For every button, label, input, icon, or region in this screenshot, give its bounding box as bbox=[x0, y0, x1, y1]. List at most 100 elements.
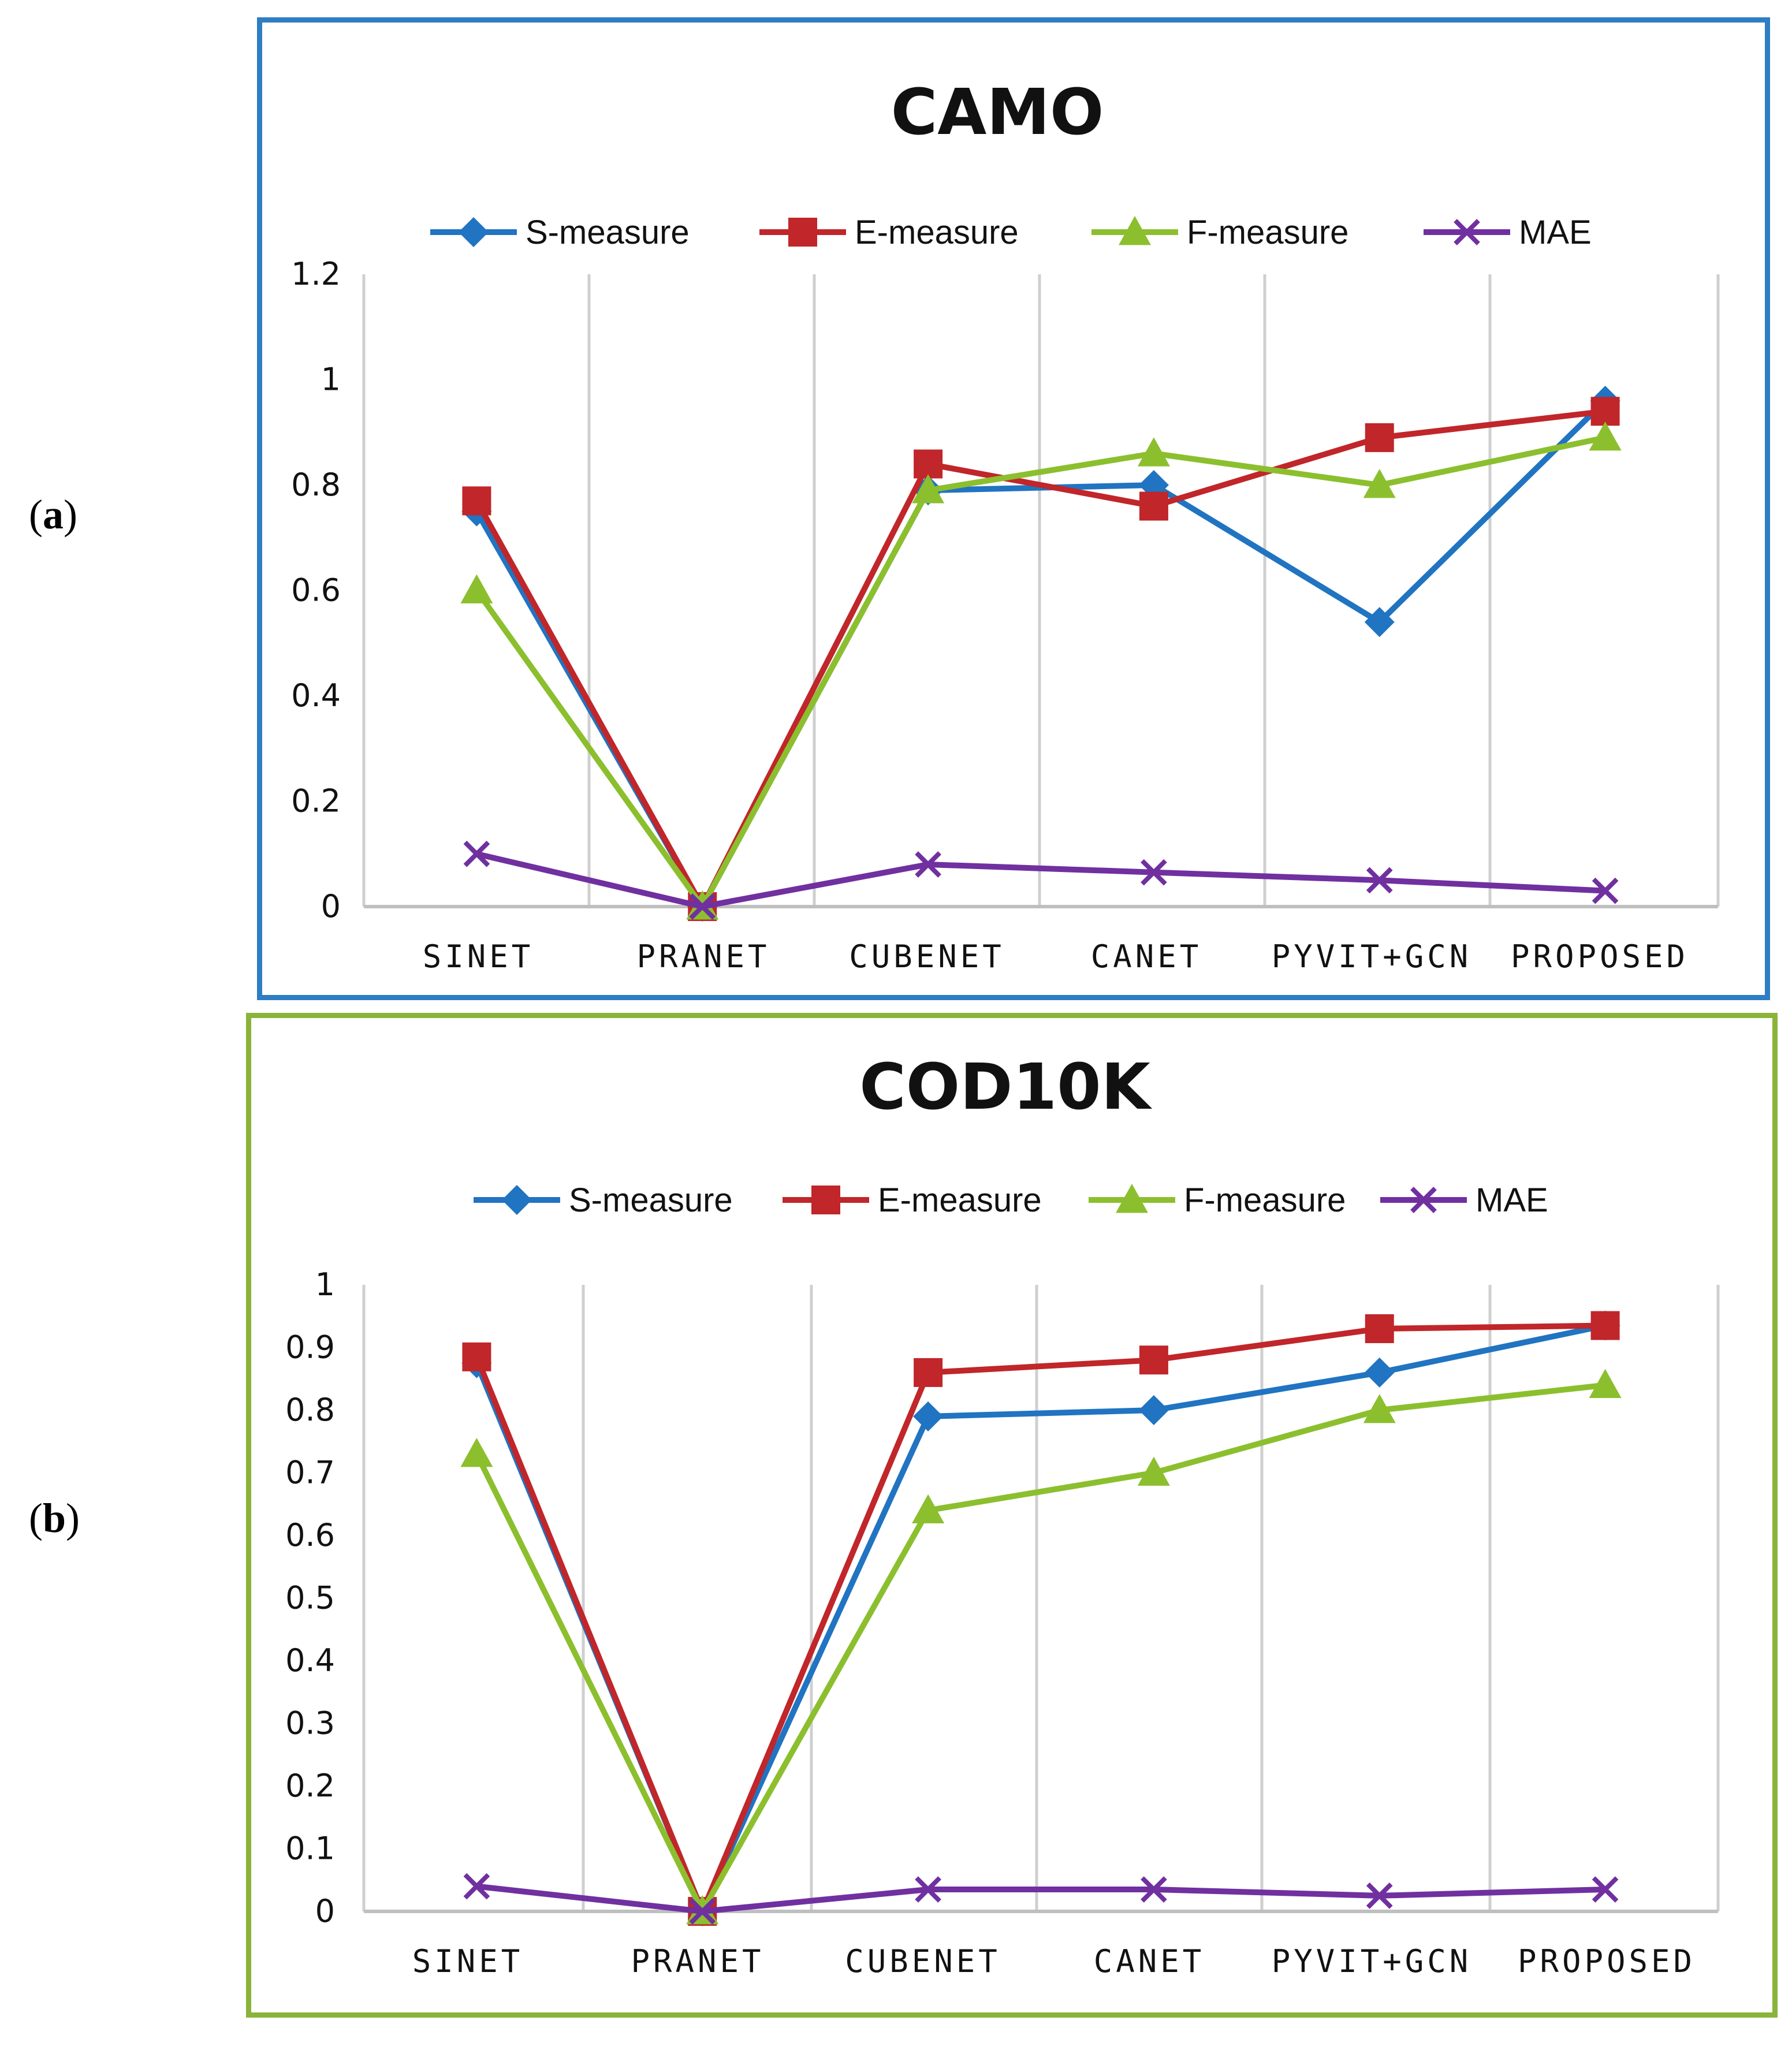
data-point-f-measure bbox=[1363, 469, 1396, 498]
data-point-f-measure bbox=[912, 474, 945, 504]
chart-title: CAMO bbox=[891, 75, 1104, 149]
data-point-e-measure bbox=[462, 486, 491, 516]
data-point-mae bbox=[1366, 1882, 1393, 1909]
chart-title: COD10K bbox=[859, 1050, 1153, 1124]
data-point-mae bbox=[915, 1876, 941, 1903]
y-tick-label: 0.6 bbox=[285, 1517, 335, 1553]
data-point-mae bbox=[1592, 1876, 1619, 1903]
chart-panel-cod10k bbox=[246, 1013, 1778, 2018]
x-tick-label: CUBENET bbox=[845, 1943, 1001, 1980]
y-tick-label: 0.2 bbox=[291, 783, 341, 819]
legend-marker bbox=[1410, 1187, 1437, 1213]
chart-panel-camo bbox=[257, 17, 1770, 1000]
data-point-e-measure bbox=[462, 1342, 491, 1371]
x-tick-label: PROPOSED bbox=[1511, 938, 1689, 975]
x-tick-label: PYVIT+GCN bbox=[1272, 1943, 1472, 1980]
x-tick-label: PYVIT+GCN bbox=[1272, 938, 1472, 975]
data-point-mae bbox=[1141, 859, 1167, 886]
data-point-e-measure bbox=[914, 449, 943, 479]
series-line-mae bbox=[476, 851, 1605, 909]
data-point-s-measure bbox=[913, 1401, 944, 1432]
x-tick-label: CANET bbox=[1091, 938, 1202, 975]
legend-item-e-measure: E-measure bbox=[759, 214, 1019, 251]
y-tick-label: 1 bbox=[315, 1266, 335, 1303]
panel-label-b: (b) bbox=[29, 1495, 80, 1541]
y-tick-label: 0.4 bbox=[285, 1642, 335, 1679]
legend-item-mae: MAE bbox=[1424, 214, 1592, 251]
legend-marker bbox=[1454, 219, 1480, 245]
data-point-f-measure bbox=[1137, 1456, 1170, 1486]
y-tick-label: 0.5 bbox=[285, 1580, 335, 1616]
data-point-e-measure bbox=[1590, 397, 1620, 426]
legend-label: F-measure bbox=[1184, 1181, 1346, 1219]
legend-label: E-measure bbox=[878, 1181, 1042, 1219]
data-point-mae bbox=[915, 851, 941, 878]
y-tick-label: 0 bbox=[315, 1893, 335, 1929]
data-point-s-measure bbox=[1364, 1357, 1395, 1388]
data-point-e-measure bbox=[1365, 423, 1394, 452]
y-tick-label: 0.6 bbox=[291, 572, 341, 609]
y-tick-label: 0.8 bbox=[291, 467, 341, 503]
data-point-mae bbox=[689, 893, 716, 920]
chart-camo: CAMO 0 0.2 0.4 0.6 0.8 1 1.2 SINET PRANET CUBENET C… bbox=[291, 75, 1720, 975]
series-line-mae bbox=[476, 1883, 1605, 1914]
legend-item-e-measure: E-measure bbox=[783, 1181, 1042, 1219]
data-point-mae bbox=[1366, 867, 1393, 894]
x-tick-label: CANET bbox=[1094, 1943, 1205, 1980]
panel-label-a: (a) bbox=[29, 491, 77, 538]
x-tick-label: PRANET bbox=[631, 1943, 764, 1980]
data-point-f-measure bbox=[1589, 421, 1622, 451]
data-point-e-measure bbox=[1139, 491, 1168, 521]
data-point-mae bbox=[463, 1873, 490, 1900]
x-tick-label: PROPOSED bbox=[1518, 1943, 1696, 1980]
data-point-f-measure bbox=[1589, 1369, 1622, 1398]
legend-label: F-measure bbox=[1187, 214, 1348, 251]
series-line-f-measure bbox=[474, 1382, 1606, 1914]
series-line-f-measure bbox=[474, 434, 1606, 909]
x-tick-label: SINET bbox=[423, 938, 534, 975]
data-point-mae bbox=[463, 840, 490, 867]
y-tick-label: 0.8 bbox=[285, 1392, 335, 1428]
y-tick-label: 0.7 bbox=[285, 1455, 335, 1491]
data-point-s-measure bbox=[1138, 1395, 1169, 1425]
chart-cod10k: COD10K 0 0.1 0.2 0.3 0.4 0.5 0.6 0.7 0.8 0.9 1 SINET… bbox=[285, 1050, 1720, 1980]
series-line-s-measure bbox=[474, 1322, 1606, 1914]
legend-label: S-measure bbox=[526, 214, 690, 251]
series-line-e-measure bbox=[474, 1322, 1605, 1914]
y-tick-label: 0.4 bbox=[291, 677, 341, 714]
legend-label: MAE bbox=[1476, 1181, 1548, 1219]
data-point-e-measure bbox=[1365, 1314, 1394, 1343]
legend-item-s-measure: S-measure bbox=[474, 1181, 733, 1219]
legend-label: S-measure bbox=[569, 1181, 733, 1219]
y-tick-label: 1 bbox=[321, 361, 341, 398]
y-tick-label: 0.3 bbox=[285, 1705, 335, 1742]
x-tick-label: CUBENET bbox=[849, 938, 1005, 975]
legend-item-f-measure: F-measure bbox=[1091, 214, 1348, 251]
data-point-mae bbox=[1592, 877, 1619, 904]
data-point-f-measure bbox=[460, 574, 493, 603]
legend-marker bbox=[1116, 1184, 1148, 1213]
legend-label: E-measure bbox=[855, 214, 1019, 251]
data-point-f-measure bbox=[1137, 437, 1170, 467]
data-point-e-measure bbox=[1139, 1345, 1168, 1375]
data-point-s-measure bbox=[1364, 607, 1395, 638]
legend-marker bbox=[788, 218, 817, 247]
legend-item-s-measure: S-measure bbox=[430, 214, 690, 251]
y-tick-label: 0 bbox=[321, 888, 341, 925]
y-tick-label: 0.1 bbox=[285, 1831, 335, 1867]
y-tick-label: 0.9 bbox=[285, 1329, 335, 1366]
data-point-f-measure bbox=[912, 1494, 945, 1523]
legend-marker bbox=[502, 1185, 532, 1215]
legend-label: MAE bbox=[1519, 214, 1592, 251]
data-point-mae bbox=[1141, 1876, 1167, 1903]
legend-marker bbox=[1119, 216, 1151, 245]
y-tick-label: 1.2 bbox=[291, 256, 341, 292]
legend-marker bbox=[459, 217, 489, 247]
data-point-e-measure bbox=[914, 1358, 943, 1387]
data-point-f-measure bbox=[1363, 1394, 1396, 1423]
series-line-e-measure bbox=[474, 408, 1606, 909]
x-tick-label: PRANET bbox=[636, 938, 770, 975]
legend-item-mae: MAE bbox=[1380, 1181, 1548, 1219]
data-point-mae bbox=[689, 1898, 716, 1925]
